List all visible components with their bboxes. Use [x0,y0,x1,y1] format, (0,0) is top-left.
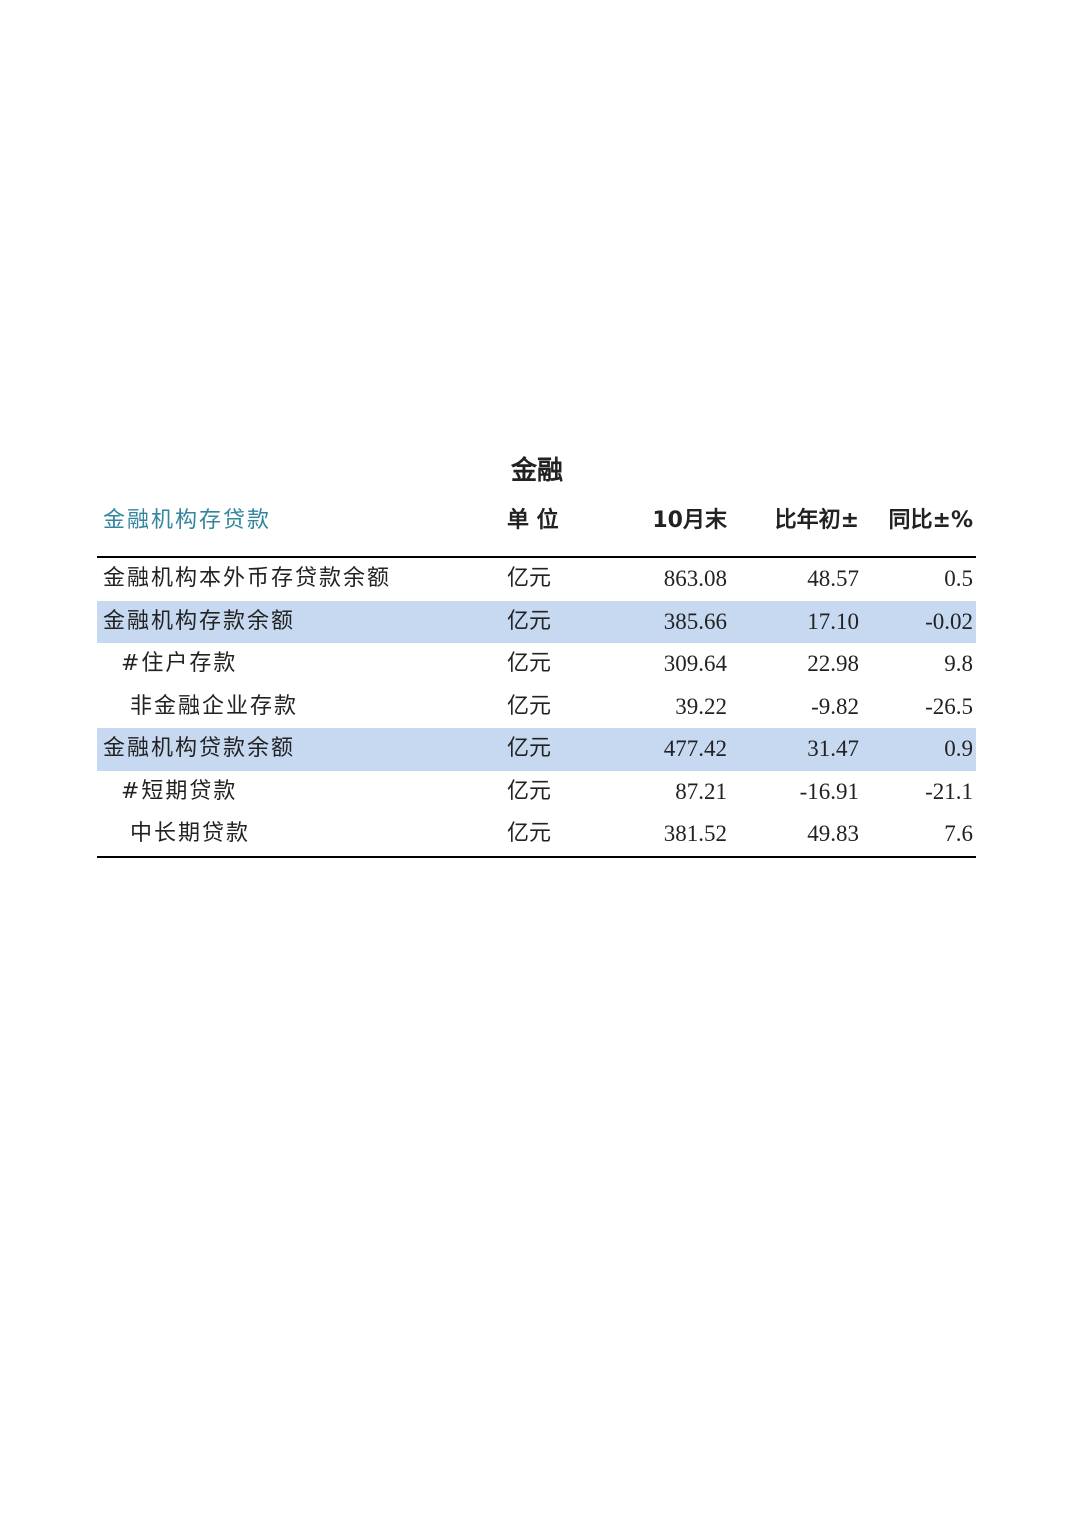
table-row: 非金融企业存款 亿元 39.22 -9.82 -26.5 [97,686,976,729]
cell-label: 金融机构存款余额 [103,608,296,634]
finance-table: 金融机构存贷款 单 位 10月末 比年初± 同比±% 金融机构本外币存贷款余额亿… [97,500,976,858]
table-row: 金融机构本外币存贷款余额 亿元 863.08 48.57 0.5 [97,558,976,601]
cell-v2: 17.10 [807,608,859,634]
cell-v2: 31.47 [807,736,859,761]
cell-v2: -9.82 [811,693,859,719]
table-row: 金融机构存款余额 亿元 385.66 17.10 -0.02 [97,600,976,643]
cell-v3: 9.8 [944,651,973,676]
table-row: #短期贷款 亿元 87.21 -16.91 -21.1 [97,771,976,814]
cell-v2: -16.91 [799,778,859,804]
cell-label: 非金融企业存款 [103,693,298,719]
cell-v2: 22.98 [807,651,859,676]
table-row: #住户存款 亿元 309.64 22.98 9.8 [97,643,976,686]
cell-v3: 0.9 [944,736,973,761]
cell-v1: 477.42 [663,736,727,761]
header-col1: 10月末 [652,508,727,533]
cell-v3: -21.1 [925,778,973,804]
cell-unit: 亿元 [507,651,552,676]
cell-unit: 亿元 [507,608,552,634]
cell-v3: 0.5 [944,566,973,591]
table-body: 金融机构本外币存贷款余额 亿元 863.08 48.57 0.5 金融机构存款余额 亿元 38… [97,558,976,858]
cell-v1: 309.64 [663,651,727,676]
table-row: 中长期贷款 亿元 381.52 49.83 7.6 [97,813,976,858]
header-unit: 单 位 [507,508,559,533]
header-col3: 同比±% [888,508,973,533]
cell-unit: 亿元 [507,693,552,719]
cell-v1: 87.21 [675,778,727,804]
cell-v3: -26.5 [925,693,973,719]
cell-v1: 385.66 [663,608,727,634]
header-label: 金融机构存贷款 [103,508,272,533]
cell-v1: 863.08 [663,566,727,591]
cell-v2: 49.83 [807,821,859,846]
table-header: 金融机构存贷款 单 位 10月末 比年初± 同比±% [97,500,976,558]
cell-label: #住户存款 [103,651,238,676]
cell-label: #短期贷款 [103,778,238,804]
cell-v3: -0.02 [925,608,973,634]
cell-unit: 亿元 [507,566,552,591]
cell-label: 中长期贷款 [103,821,250,846]
cell-v1: 39.22 [675,693,727,719]
cell-unit: 亿元 [507,821,552,846]
cell-unit: 亿元 [507,778,552,804]
cell-unit: 亿元 [507,736,552,761]
cell-v1: 381.52 [663,821,727,846]
table-row: 金融机构贷款余额 亿元 477.42 31.47 0.9 [97,728,976,771]
cell-v2: 48.57 [807,566,859,591]
cell-v3: 7.6 [944,821,973,846]
cell-label: 金融机构本外币存贷款余额 [103,566,392,591]
section-title: 金融 [510,456,563,486]
cell-label: 金融机构贷款余额 [103,736,296,761]
header-col2: 比年初± [774,508,859,533]
